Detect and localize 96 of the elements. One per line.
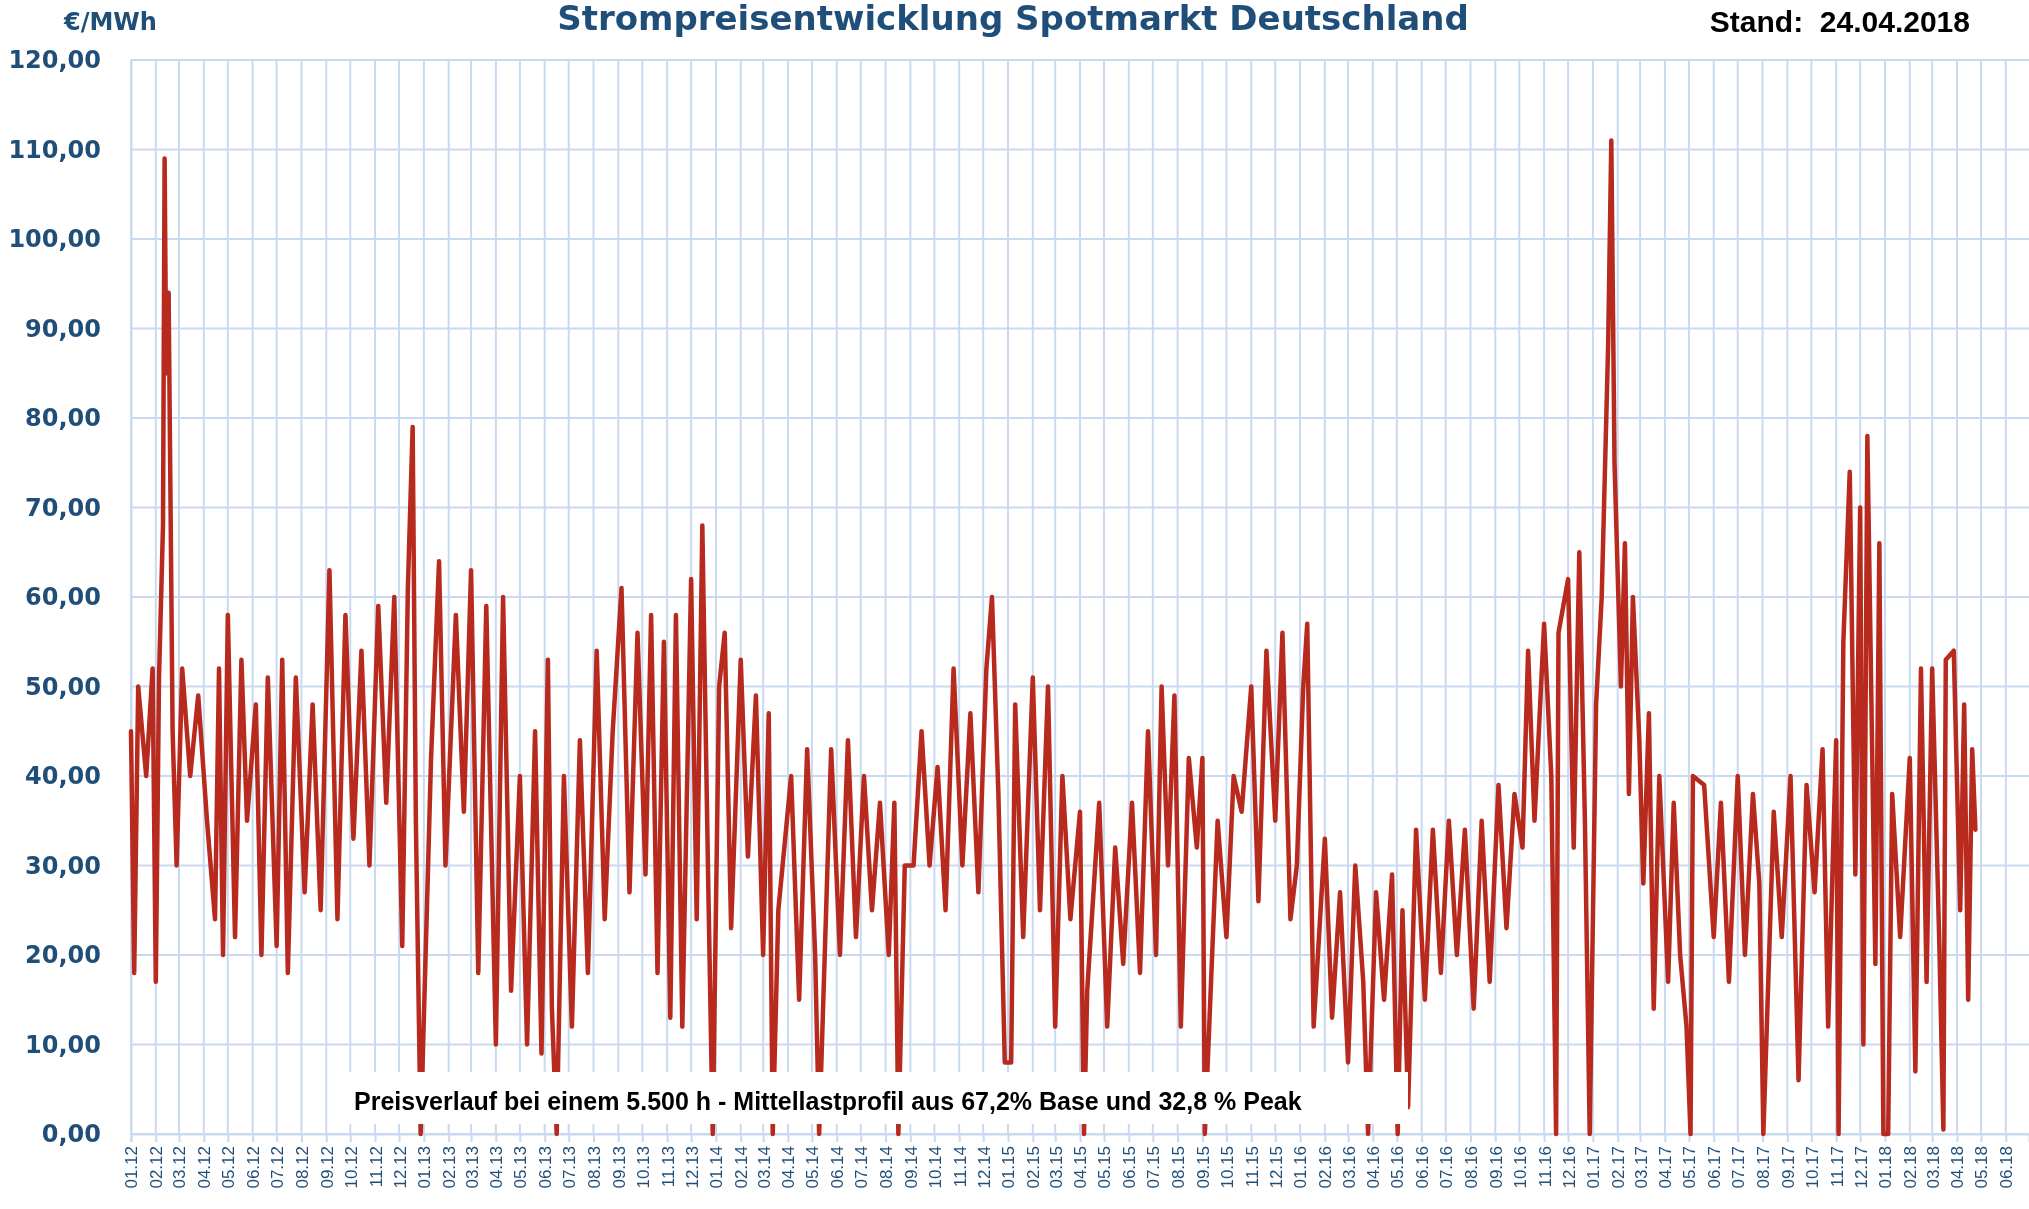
- x-tick-label: 12.15: [1266, 1146, 1286, 1189]
- x-tick-label: 05.18: [1972, 1146, 1992, 1189]
- y-axis-title: €/MWh: [63, 8, 157, 36]
- x-tick-label: 12.13: [682, 1146, 702, 1189]
- x-tick-label: 10.14: [925, 1146, 945, 1189]
- x-tick-label: 02.14: [732, 1146, 752, 1189]
- y-tick-label: 0,00: [41, 1120, 101, 1149]
- x-tick-label: 03.17: [1631, 1146, 1651, 1189]
- x-tick-label: 07.13: [560, 1146, 580, 1189]
- x-tick-label: 03.14: [754, 1146, 774, 1189]
- x-tick-label: 01.15: [999, 1146, 1019, 1189]
- x-tick-label: 10.17: [1802, 1146, 1822, 1189]
- x-tick-label: 03.13: [462, 1146, 482, 1189]
- x-tick-label: 08.13: [584, 1146, 604, 1189]
- x-tick-label: 08.16: [1461, 1146, 1481, 1189]
- text: Stand: 24.04.2018: [1709, 5, 1970, 38]
- y-tick-label: 20,00: [25, 941, 101, 970]
- x-tick-label: 02.16: [1316, 1146, 1336, 1189]
- x-tick-label: 11.14: [950, 1146, 970, 1188]
- x-tick-label: 04.12: [195, 1146, 215, 1189]
- x-tick-label: 11.17: [1827, 1146, 1847, 1188]
- line-series: [128, 138, 1978, 1137]
- x-tick-label: 02.13: [440, 1146, 460, 1189]
- x-tick-label: 03.15: [1046, 1146, 1066, 1189]
- x-tick-label: 06.16: [1413, 1146, 1433, 1189]
- x-tick-label: 02.15: [1024, 1146, 1044, 1189]
- x-tick-label: 04.14: [779, 1146, 799, 1189]
- x-tick-label: 01.13: [415, 1146, 435, 1189]
- x-tick-label: 12.17: [1851, 1146, 1871, 1189]
- x-tick-label: 09.15: [1193, 1146, 1213, 1189]
- x-tick-label: 12.12: [390, 1146, 410, 1189]
- x-tick-label: 07.15: [1144, 1146, 1164, 1189]
- x-tick-label: 06.15: [1120, 1146, 1140, 1189]
- y-tick-label: 60,00: [25, 583, 101, 612]
- x-tick-label: 11.13: [658, 1146, 678, 1188]
- x-tick-label: 10.16: [1510, 1146, 1530, 1189]
- x-tick-label: 05.13: [511, 1146, 531, 1189]
- y-tick-label: 80,00: [25, 404, 101, 433]
- x-tick-label: 03.18: [1923, 1146, 1943, 1189]
- x-tick-label: 02.17: [1609, 1146, 1629, 1189]
- x-tick-label: 12.14: [974, 1146, 994, 1189]
- x-tick-label: 05.12: [219, 1146, 239, 1189]
- x-tick-label: 09.12: [317, 1146, 337, 1189]
- x-tick-label: 10.15: [1217, 1146, 1237, 1189]
- annotation: Preisverlauf bei einem 5.500 h - Mittellastprofil aus 67,2% Base und 32,8 % Peak: [354, 1087, 1302, 1115]
- x-tick-label: 06.13: [536, 1146, 556, 1189]
- y-tick-label: 70,00: [25, 493, 101, 522]
- x-tick-label: 09.13: [609, 1146, 629, 1189]
- x-tick-label: 04.16: [1364, 1146, 1384, 1189]
- x-tick-label: 03.16: [1339, 1146, 1359, 1189]
- x-tick-label: 01.12: [122, 1146, 142, 1189]
- y-tick-label: 100,00: [8, 225, 101, 254]
- x-tick-label: 07.17: [1729, 1146, 1749, 1189]
- x-tick-label: 10.12: [341, 1146, 361, 1189]
- x-tick-label: 04.15: [1071, 1146, 1091, 1189]
- x-tick-label: 05.16: [1388, 1146, 1408, 1189]
- x-tick-label: 09.14: [901, 1146, 921, 1189]
- y-tick-label: 120,00: [8, 46, 101, 75]
- x-tick-label: 02.12: [147, 1146, 167, 1189]
- x-tick-label: 06.17: [1705, 1146, 1725, 1189]
- x-tick-label: 08.14: [877, 1146, 897, 1189]
- x-tick-label: 06.18: [1997, 1146, 2017, 1189]
- x-tick-label: 01.18: [1876, 1146, 1896, 1189]
- x-tick-label: 11.12: [366, 1146, 386, 1188]
- x-tick-label: 06.12: [244, 1146, 264, 1189]
- chart-title: Strompreisentwicklung Spotmarkt Deutschland: [557, 0, 1469, 38]
- x-tick-label: 09.17: [1778, 1146, 1798, 1189]
- x-tick-label: 10.13: [633, 1146, 653, 1189]
- x-tick-label: 07.14: [852, 1146, 872, 1189]
- x-tick-label: 01.14: [707, 1146, 727, 1189]
- x-tick-label: 08.17: [1753, 1146, 1773, 1189]
- x-tick-label: 06.14: [828, 1146, 848, 1189]
- y-tick-label: 30,00: [25, 851, 101, 880]
- x-tick-label: 11.15: [1242, 1146, 1262, 1188]
- x-tick-label: 04.13: [487, 1146, 507, 1189]
- x-tick-label: 01.17: [1584, 1146, 1604, 1189]
- x-tick-label: 04.18: [1948, 1146, 1968, 1189]
- x-tick-label: 05.17: [1680, 1146, 1700, 1189]
- x-tick-label: 05.14: [803, 1146, 823, 1189]
- x-tick-label: 04.17: [1656, 1146, 1676, 1189]
- y-tick-label: 110,00: [8, 135, 101, 164]
- x-tick-label: 11.16: [1535, 1146, 1555, 1188]
- x-tick-label: 02.18: [1901, 1146, 1921, 1189]
- x-tick-label: 07.12: [268, 1146, 288, 1189]
- x-tick-label: 08.12: [292, 1146, 312, 1189]
- x-tick-label: 07.16: [1437, 1146, 1457, 1189]
- x-tick-label: 08.15: [1169, 1146, 1189, 1189]
- y-tick-label: 10,00: [25, 1030, 101, 1059]
- x-tick-label: 01.16: [1291, 1146, 1311, 1189]
- x-tick-label: 09.16: [1486, 1146, 1506, 1189]
- x-tick-label: 12.16: [1559, 1146, 1579, 1189]
- y-tick-label: 90,00: [25, 314, 101, 343]
- x-tick-label: 03.12: [170, 1146, 190, 1189]
- y-tick-label: 40,00: [25, 762, 101, 791]
- x-tick-label: 05.15: [1095, 1146, 1115, 1189]
- y-tick-label: 50,00: [25, 672, 101, 701]
